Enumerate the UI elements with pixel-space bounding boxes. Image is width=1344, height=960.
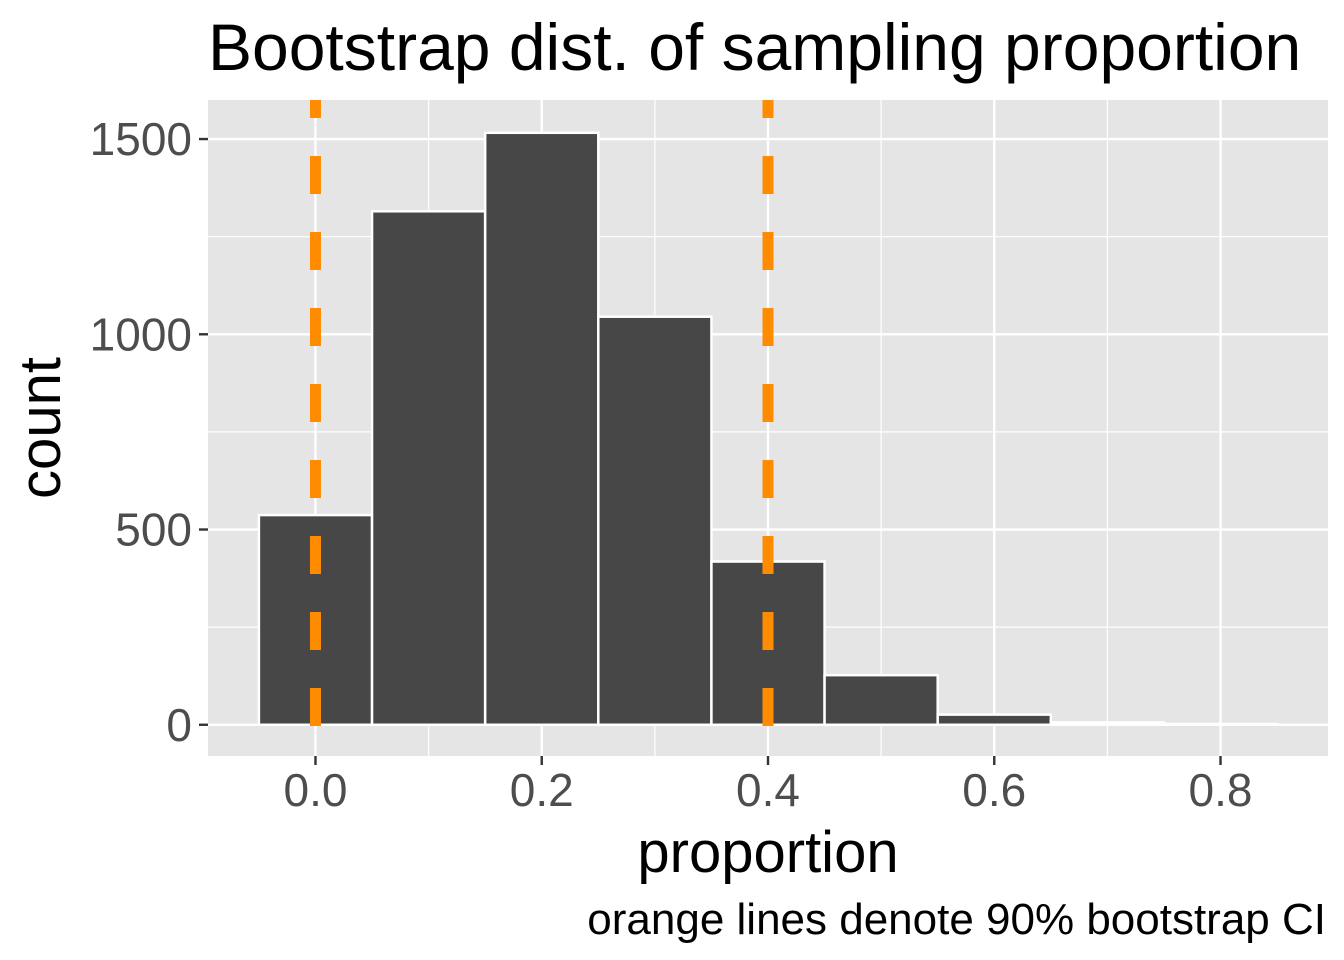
histogram-bar xyxy=(483,131,600,727)
y-axis-title: count xyxy=(8,357,73,499)
histogram-bar xyxy=(1049,721,1166,727)
y-tick-label: 1000 xyxy=(90,308,192,360)
histogram-bar xyxy=(823,673,939,727)
x-axis-title: proportion xyxy=(637,820,898,885)
x-axis: 0.0 0.2 0.4 0.6 0.8 xyxy=(283,756,1253,816)
y-axis: 0 500 1000 1500 xyxy=(90,113,208,751)
y-tick-label: 500 xyxy=(115,504,192,556)
y-tick-label: 1500 xyxy=(90,113,192,165)
x-tick-label: 0.8 xyxy=(1189,764,1253,816)
histogram-bar xyxy=(1162,722,1279,727)
chart-title: Bootstrap dist. of sampling proportion xyxy=(208,10,1301,84)
x-tick-label: 0.6 xyxy=(962,764,1026,816)
histogram-bar xyxy=(597,315,713,727)
y-tick-label: 0 xyxy=(166,699,192,751)
histogram-bar xyxy=(370,210,487,727)
x-tick-label: 0.4 xyxy=(736,764,800,816)
histogram-bar xyxy=(936,713,1053,727)
x-tick-label: 0.2 xyxy=(510,764,574,816)
ci-lines xyxy=(309,100,774,756)
x-tick-label: 0.0 xyxy=(283,764,347,816)
chart-caption: orange lines denote 90% bootstrap CI xyxy=(587,895,1326,944)
